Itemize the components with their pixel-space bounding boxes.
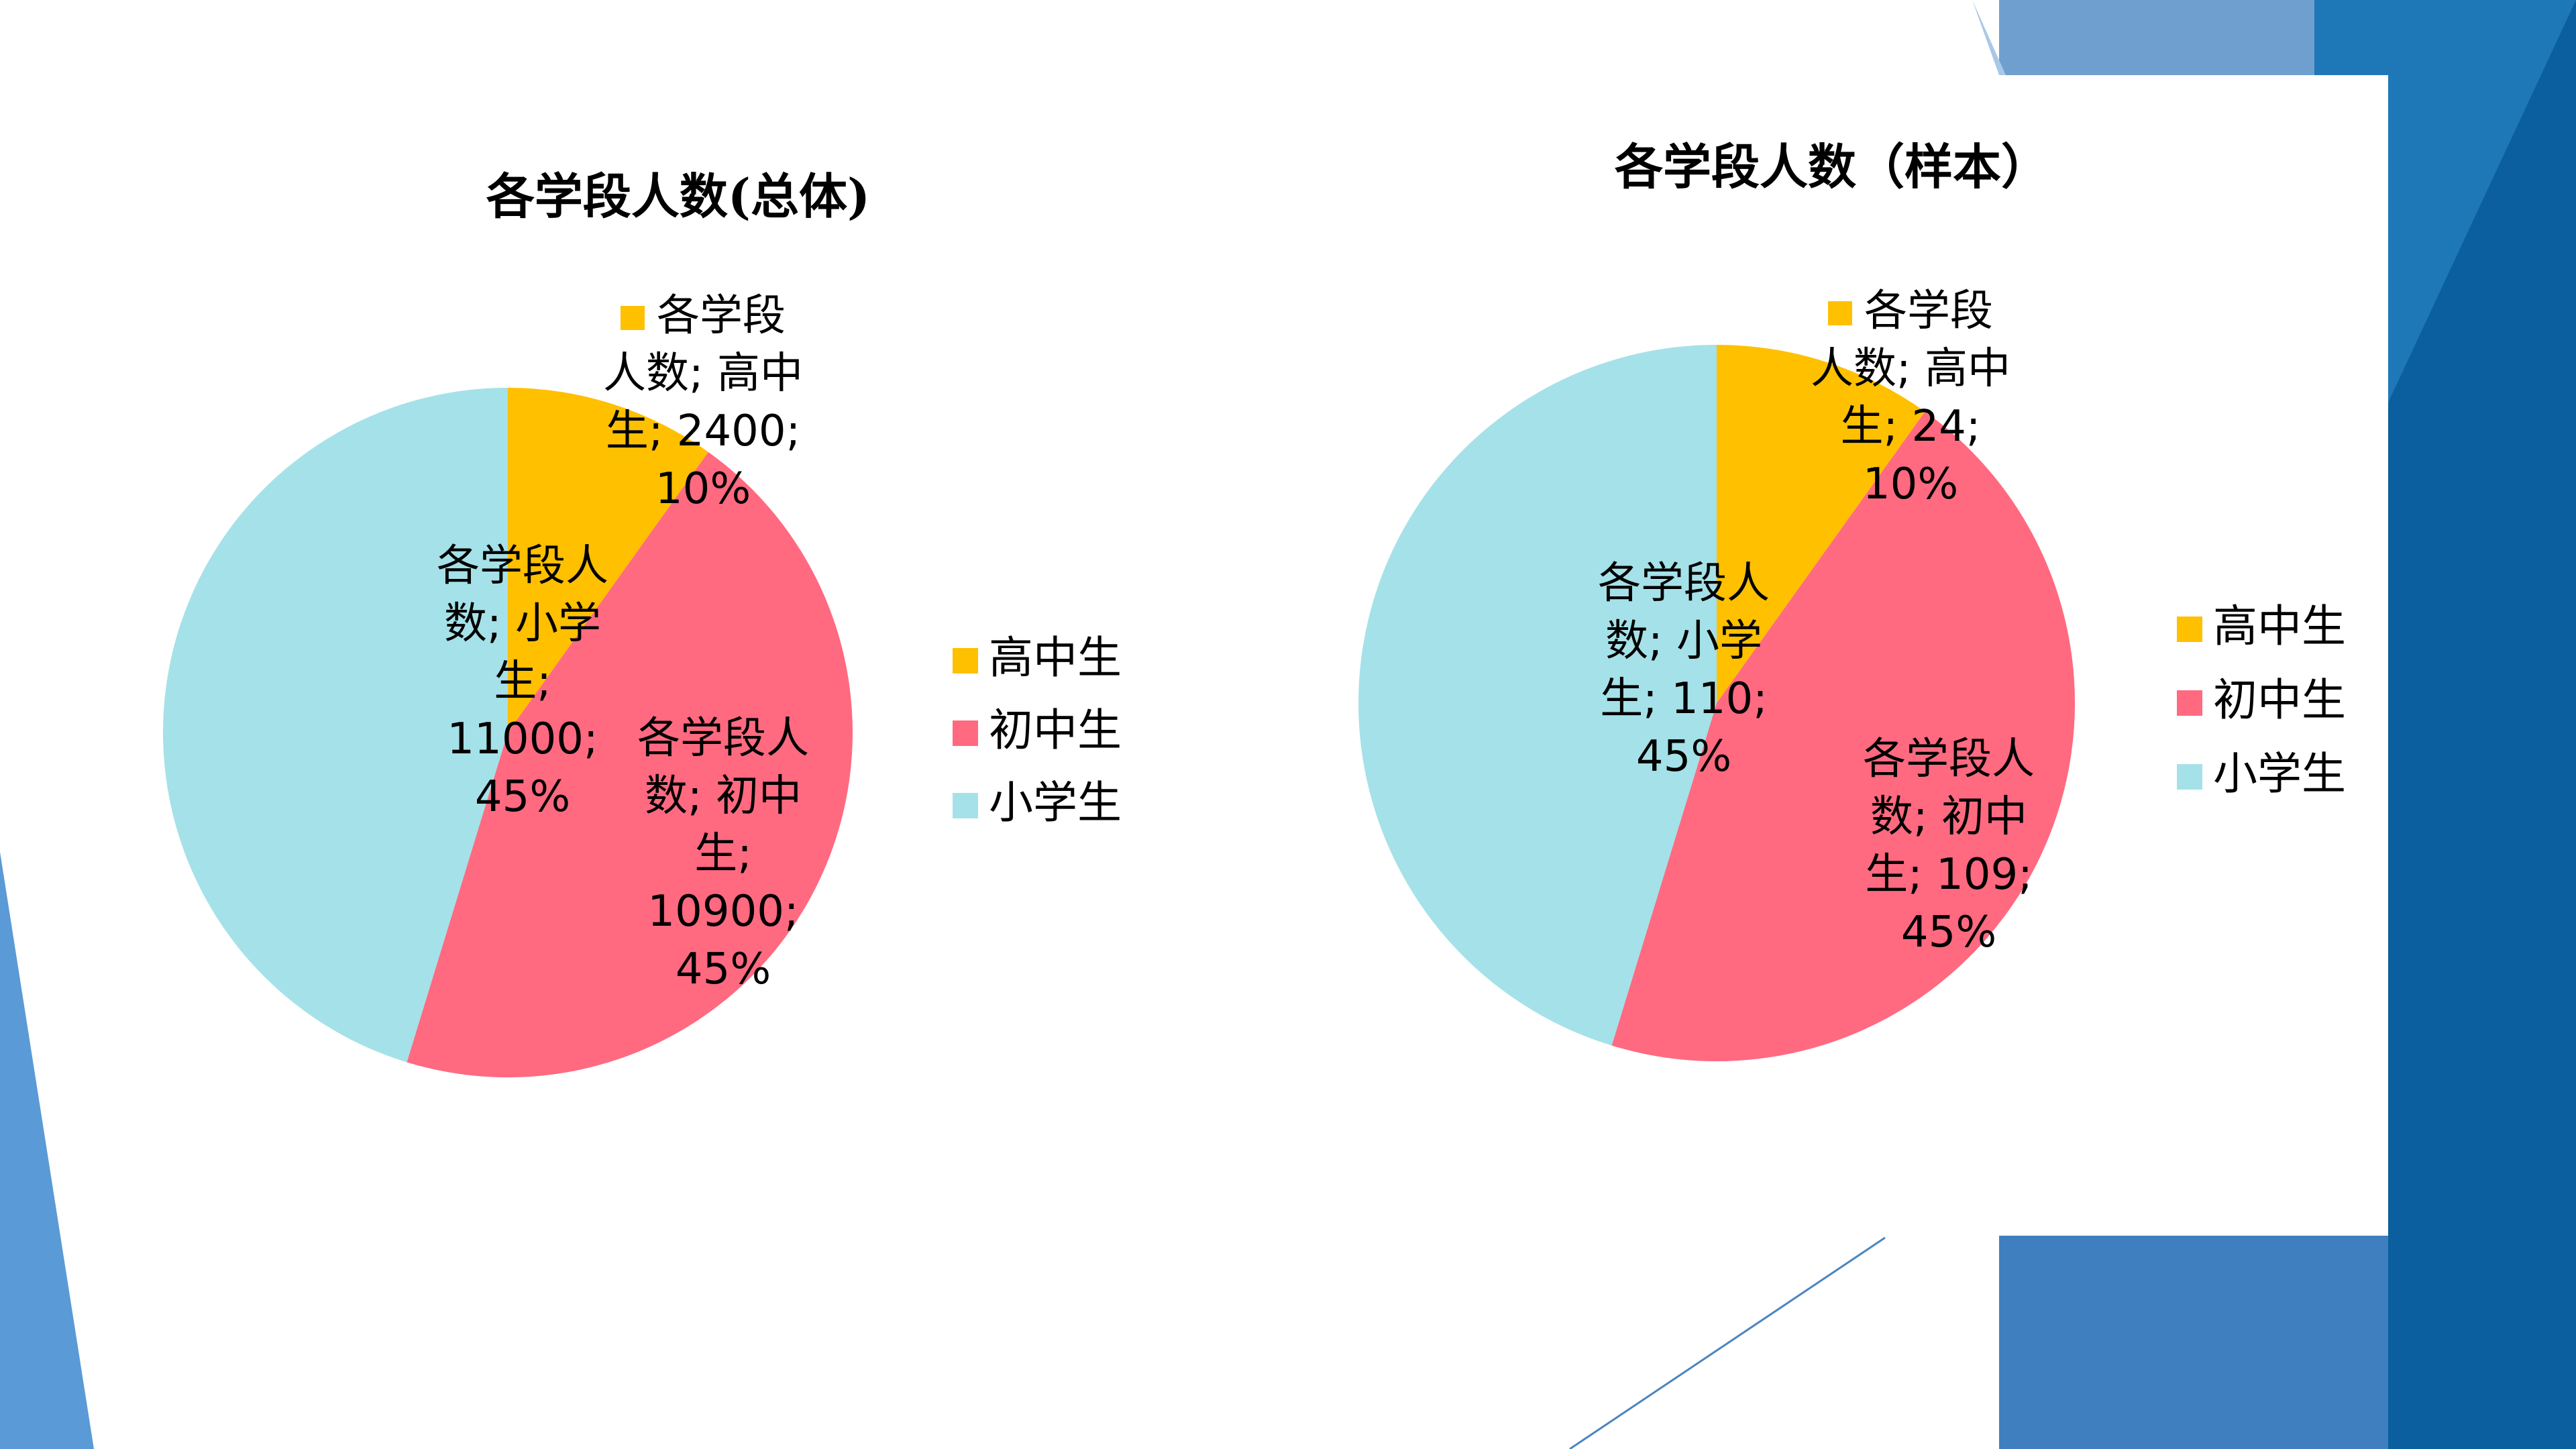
legend-key [2177, 764, 2202, 790]
data-label-text: 各学段人数; 小学生; 11000; 45% [437, 541, 608, 822]
legend-label: 高中生 [2213, 600, 2346, 652]
data-label: 各学段人数; 高中生; 2400; 10% [602, 287, 804, 518]
legend-label: 高中生 [989, 632, 1122, 684]
legend-label: 初中生 [989, 704, 1122, 756]
data-label-text: 各学段人数; 小学生; 110; 45% [1598, 559, 1770, 782]
legend-key [953, 648, 978, 674]
data-label-text: 各学段人数; 初中生; 10900; 45% [637, 714, 809, 994]
data-label: 各学段人数; 小学生; 11000; 45% [422, 537, 623, 826]
pie-slice [407, 451, 853, 1077]
data-label-text: 各学段人数; 初中生; 109; 45% [1863, 735, 2035, 957]
data-label: 各学段人数; 初中生; 109; 45% [1848, 731, 2049, 961]
pie-slice [1717, 345, 1925, 703]
chart-title: 各学段人数（样本） [1615, 138, 2049, 195]
legend-key [953, 793, 978, 818]
legend-key [2177, 616, 2202, 642]
data-label: 各学段人数; 初中生; 10900; 45% [623, 710, 824, 998]
label-key [621, 306, 645, 330]
label-key [1828, 301, 1852, 325]
pie-slice [163, 388, 508, 1063]
legend-label: 小学生 [989, 777, 1122, 828]
data-label-text: 各学段人数; 高中生; 24; 10% [1811, 286, 2010, 509]
legend-label: 初中生 [2213, 674, 2346, 726]
chart-title: 各学段人数(总体) [486, 168, 870, 225]
pie-slice [1358, 345, 1717, 1046]
legend-label: 小学生 [2213, 748, 2346, 800]
legend-key [2177, 690, 2202, 716]
pie-slice [1611, 411, 2076, 1061]
pie-slice [508, 388, 708, 733]
data-label: 各学段人数; 小学生; 110; 45% [1583, 555, 1784, 786]
data-label-text: 各学段人数; 高中生; 2400; 10% [603, 291, 803, 514]
legend-key [953, 720, 978, 746]
data-label: 各学段人数; 高中生; 24; 10% [1810, 282, 2011, 513]
